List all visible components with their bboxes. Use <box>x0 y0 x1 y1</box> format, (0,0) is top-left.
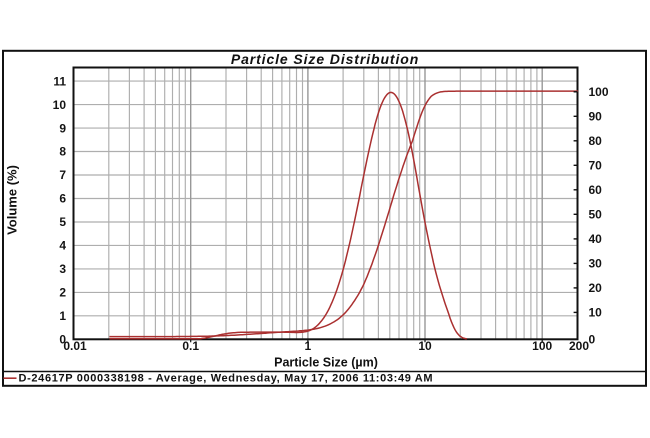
svg-text:70: 70 <box>589 159 603 173</box>
svg-text:40: 40 <box>589 232 603 246</box>
svg-text:6: 6 <box>59 192 66 206</box>
svg-text:0.01: 0.01 <box>63 339 87 353</box>
svg-text:0.1: 0.1 <box>182 339 199 353</box>
svg-text:80: 80 <box>589 134 603 148</box>
svg-text:200: 200 <box>569 339 589 353</box>
svg-text:20: 20 <box>589 281 603 295</box>
svg-text:D-24617P 0000338198 - Average,: D-24617P 0000338198 - Average, Wednesday… <box>19 373 434 385</box>
svg-text:11: 11 <box>53 74 66 88</box>
svg-text:50: 50 <box>589 208 603 222</box>
svg-text:Volume (%): Volume (%) <box>5 165 20 235</box>
svg-text:1: 1 <box>59 309 66 323</box>
svg-text:Particle Size (µm): Particle Size (µm) <box>274 356 378 370</box>
svg-text:100: 100 <box>532 339 552 353</box>
svg-text:4: 4 <box>59 239 66 253</box>
svg-text:7: 7 <box>59 168 66 182</box>
svg-text:10: 10 <box>53 98 67 112</box>
svg-text:100: 100 <box>589 85 609 99</box>
svg-text:90: 90 <box>589 110 603 124</box>
svg-text:1: 1 <box>305 339 312 353</box>
svg-text:8: 8 <box>59 145 66 159</box>
svg-text:10: 10 <box>589 306 603 320</box>
svg-text:10: 10 <box>418 339 432 353</box>
svg-text:0: 0 <box>59 333 66 347</box>
svg-text:0: 0 <box>589 333 596 347</box>
svg-text:30: 30 <box>589 257 603 271</box>
svg-text:2: 2 <box>59 286 66 300</box>
svg-text:Particle Size Distribution: Particle Size Distribution <box>231 51 419 67</box>
svg-text:9: 9 <box>59 121 66 135</box>
svg-text:5: 5 <box>59 215 66 229</box>
svg-text:60: 60 <box>589 183 603 197</box>
svg-text:3: 3 <box>59 262 66 276</box>
